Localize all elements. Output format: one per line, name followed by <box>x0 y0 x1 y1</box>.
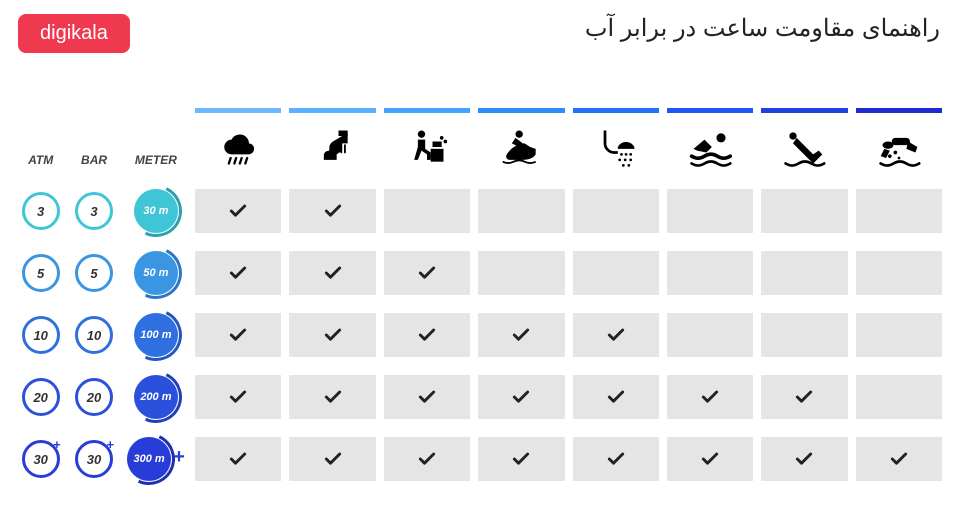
atm-badge: 20 <box>22 378 60 416</box>
shower-icon <box>573 123 659 171</box>
cell-wash <box>289 189 375 233</box>
cell-shower <box>573 375 659 419</box>
activity-rain <box>195 108 281 171</box>
unit-header-meter: METER <box>125 108 187 171</box>
cell-jetski <box>478 189 564 233</box>
table-row: 20 20 200 m <box>18 375 942 419</box>
dive-icon <box>761 123 847 171</box>
table-row: 55 50 m <box>18 251 942 295</box>
activity-shower <box>573 108 659 171</box>
cell-jetski <box>478 313 564 357</box>
atm-badge: 10 <box>22 316 60 354</box>
cell-wash <box>289 437 375 481</box>
cell-shower <box>573 313 659 357</box>
unit-header-atm: ATM <box>18 108 63 171</box>
cell-swim <box>667 437 753 481</box>
cell-shower <box>573 437 659 481</box>
table-row: 10 10 100 m <box>18 313 942 357</box>
bar-badge: 10 <box>75 316 113 354</box>
cell-swim <box>667 251 753 295</box>
bar-badge: 3 <box>75 192 113 230</box>
cell-dive <box>761 437 847 481</box>
cell-shower <box>573 251 659 295</box>
cell-wash <box>289 375 375 419</box>
table-row: 33 30 m <box>18 189 942 233</box>
cell-jetski <box>478 251 564 295</box>
cell-rain <box>195 437 281 481</box>
atm-badge: 5 <box>22 254 60 292</box>
cell-jetski <box>478 375 564 419</box>
cell-dive <box>761 189 847 233</box>
scuba-icon <box>856 123 942 171</box>
activity-swim <box>667 108 753 171</box>
cell-rain <box>195 313 281 357</box>
cell-dive <box>761 375 847 419</box>
bar-badge: 30+ <box>75 440 113 478</box>
cell-splash <box>384 251 470 295</box>
rain-icon <box>195 123 281 171</box>
cell-swim <box>667 189 753 233</box>
meter-badge: 50 m <box>134 251 178 295</box>
cell-rain <box>195 189 281 233</box>
cell-wash <box>289 313 375 357</box>
cell-wash <box>289 251 375 295</box>
unit-header-bar: BAR <box>71 108 116 171</box>
cell-rain <box>195 375 281 419</box>
activity-dive <box>761 108 847 171</box>
activity-jetski <box>478 108 564 171</box>
swim-icon <box>667 123 753 171</box>
meter-badge: 300 m <box>127 437 171 481</box>
cell-splash <box>384 313 470 357</box>
splash-icon <box>384 123 470 171</box>
cell-rain <box>195 251 281 295</box>
jetski-icon <box>478 123 564 171</box>
cell-splash <box>384 189 470 233</box>
meter-badge: 30 m <box>134 189 178 233</box>
cell-jetski <box>478 437 564 481</box>
cell-swim <box>667 313 753 357</box>
bar-badge: 20 <box>75 378 113 416</box>
cell-scuba <box>856 189 942 233</box>
cell-dive <box>761 313 847 357</box>
page-title: راهنمای مقاومت ساعت در برابر آب <box>585 14 940 43</box>
cell-scuba <box>856 313 942 357</box>
cell-dive <box>761 251 847 295</box>
wash-icon <box>289 123 375 171</box>
cell-scuba <box>856 251 942 295</box>
cell-swim <box>667 375 753 419</box>
atm-badge: 3 <box>22 192 60 230</box>
meter-badge: 100 m <box>134 313 178 357</box>
table-row: 30+30+300 m+ <box>18 437 942 481</box>
water-resistance-table: ATMBARMETER 33 30 m 55 50 m 10 10 100 m 20 20 200 … <box>10 90 950 499</box>
cell-splash <box>384 375 470 419</box>
brand-logo: digikala <box>18 14 130 53</box>
cell-scuba <box>856 437 942 481</box>
bar-badge: 5 <box>75 254 113 292</box>
activity-splash <box>384 108 470 171</box>
cell-splash <box>384 437 470 481</box>
cell-scuba <box>856 375 942 419</box>
activity-scuba <box>856 108 942 171</box>
meter-badge: 200 m <box>134 375 178 419</box>
activity-wash <box>289 108 375 171</box>
cell-shower <box>573 189 659 233</box>
atm-badge: 30+ <box>22 440 60 478</box>
